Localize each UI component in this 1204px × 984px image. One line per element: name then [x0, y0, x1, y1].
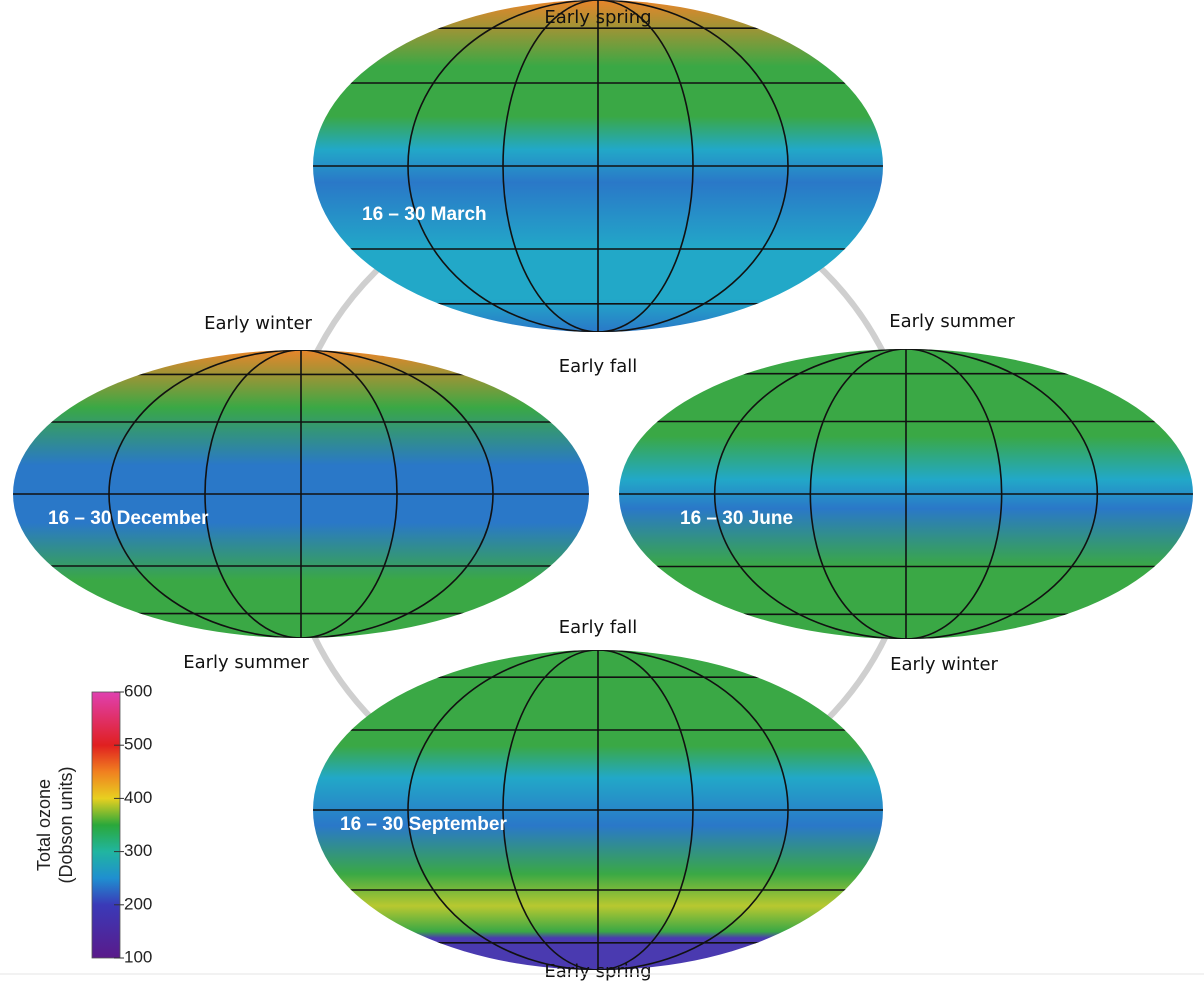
figure: 16 – 30 March Early spring Early fall 16 – … [0, 0, 1204, 984]
ozone-map: 16 – 30 March [313, 0, 883, 332]
season-label: Early spring [544, 7, 651, 28]
colorbar-tick-label: 200 [124, 894, 152, 913]
colorbar-title: Total ozone [34, 779, 54, 871]
map-label: 16 – 30 December [48, 508, 209, 529]
colorbar-tick-label: 400 [124, 788, 152, 807]
season-label: Early winter [890, 654, 998, 675]
colorbar [92, 692, 120, 958]
colorbar-title: (Dobson units) [56, 766, 76, 883]
season-label: Early summer [183, 652, 309, 673]
colorbar-tick-label: 300 [124, 841, 152, 860]
colorbar-tick-label: 100 [124, 947, 152, 966]
maps: 16 – 30 March Early spring Early fall 16 – … [13, 0, 1193, 982]
map-label: 16 – 30 September [340, 814, 507, 835]
season-label: Early fall [559, 356, 638, 377]
map-label: 16 – 30 June [680, 508, 793, 529]
map-label: 16 – 30 March [362, 204, 487, 225]
season-label: Early fall [559, 617, 638, 638]
season-label: Early summer [889, 311, 1015, 332]
ozone-map: 16 – 30 December [13, 350, 589, 638]
season-label: Early spring [544, 961, 651, 982]
ozone-map: 16 – 30 September [313, 650, 883, 970]
colorbar-tick-label: 500 [124, 735, 152, 754]
ozone-map: 16 – 30 June [619, 349, 1193, 639]
colorbar-tick-label: 600 [124, 681, 152, 700]
season-label: Early winter [204, 313, 312, 334]
